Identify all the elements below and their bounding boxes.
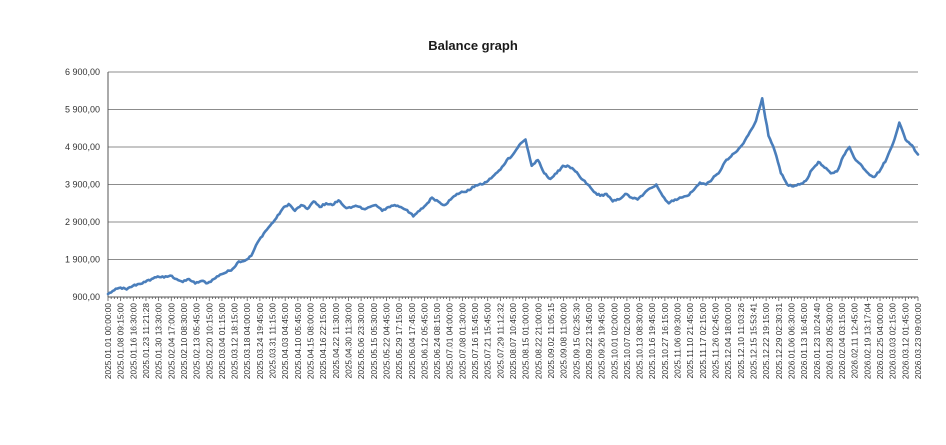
x-tick-label: 2025.02.10 08:30:00	[179, 303, 189, 380]
x-tick-label: 2025.06.24 08:15:00	[432, 303, 442, 380]
x-tick-label: 2025.02.13 05:45:00	[192, 303, 202, 380]
x-tick-label: 2025.01.30 13:30:00	[154, 303, 164, 380]
y-tick-label: 6 900,00	[65, 67, 100, 77]
y-tick-label: 4 900,00	[65, 142, 100, 152]
balance-series-line	[106, 97, 920, 296]
x-tick-label: 2025.04.22 11:30:00	[331, 303, 341, 379]
x-tick-label: 2025.02.20 10:15:00	[204, 303, 214, 380]
x-tick-label: 2025.12.22 19:15:00	[761, 303, 771, 380]
x-tick-label: 2025.05.29 17:15:00	[394, 303, 404, 380]
x-tick-label: 2025.09.08 11:00:00	[559, 303, 569, 379]
x-tick-label: 2025.08.22 21:00:00	[533, 303, 543, 380]
x-tick-label: 2025.08.15 01:00:00	[521, 303, 531, 380]
x-tick-label: 2026.02.04 03:15:00	[837, 303, 847, 380]
x-tick-label: 2025.03.04 01:15:00	[217, 303, 227, 380]
x-tick-label: 2025.12.04 18:00:00	[723, 303, 733, 380]
x-tick-label: 2025.12.10 11:03:26	[736, 303, 746, 379]
x-tick-label: 2025.11.06 09:30:00	[673, 303, 683, 379]
x-tick-label: 2026.01.23 10:24:40	[812, 303, 822, 380]
x-tick-label: 2025.03.31 11:15:00	[268, 303, 278, 379]
x-tick-label: 2025.11.17 02:15:00	[698, 303, 708, 379]
x-tick-label: 2025.12.29 02:30:31	[774, 303, 784, 380]
x-tick-label: 2025.04.03 04:45:00	[280, 303, 290, 380]
x-tick-label: 2025.11.26 02:45:00	[711, 303, 721, 379]
axes	[107, 72, 919, 301]
x-tick-label: 2025.01.16 16:30:00	[128, 303, 138, 380]
x-tick-label: 2025.09.15 02:35:30	[571, 303, 581, 380]
y-tick-label: 1 900,00	[65, 255, 100, 265]
x-tick-label: 2026.02.19 13:17:04	[862, 303, 872, 380]
x-tick-label: 2025.12.15 15:53:41	[748, 303, 758, 380]
x-tick-label: 2025.03.12 18:15:00	[230, 303, 240, 380]
x-tick-label: 2026.01.06 06:30:00	[786, 303, 796, 380]
x-tick-label: 2025.09.26 19:45:00	[597, 303, 607, 380]
x-tick-label: 2025.09.02 11:05:15	[546, 303, 556, 379]
x-tick-label: 2025.06.04 17:45:00	[407, 303, 417, 380]
x-tick-label: 2025.01.08 09:15:00	[116, 303, 126, 380]
x-tick-label: 2025.09.22 13:45:00	[584, 303, 594, 380]
x-tick-label: 2025.03.24 19:45:00	[255, 303, 265, 380]
y-tick-label: 2 900,00	[65, 217, 100, 227]
x-tick-label: 2025.02.04 17:00:00	[166, 303, 176, 380]
x-tick-label: 2025.04.16 22:15:00	[318, 303, 328, 380]
x-tick-label: 2025.01.01 00:00:00	[103, 303, 113, 380]
x-tick-label: 2025.07.01 04:00:00	[445, 303, 455, 380]
x-tick-label: 2025.03.18 04:00:00	[242, 303, 252, 380]
x-tick-label: 2025.07.21 15:45:00	[483, 303, 493, 380]
x-tick-label: 2025.07.16 15:45:00	[470, 303, 480, 380]
x-tick-label: 2026.01.13 16:45:00	[799, 303, 809, 380]
x-tick-label: 2026.01.28 05:30:00	[824, 303, 834, 380]
x-tick-label: 2026.03.12 01:45:00	[900, 303, 910, 380]
x-tick-label: 2025.07.08 01:30:00	[457, 303, 467, 380]
x-tick-label: 2026.02.25 04:00:00	[875, 303, 885, 380]
x-tick-label: 2025.05.22 04:45:00	[381, 303, 391, 380]
x-tick-label: 2025.04.10 05:45:00	[293, 303, 303, 380]
x-tick-label: 2025.10.07 02:00:00	[622, 303, 632, 380]
x-tick-label: 2025.10.01 02:00:00	[609, 303, 619, 380]
x-tick-label: 2025.10.16 19:45:00	[647, 303, 657, 380]
y-tick-label: 5 900,00	[65, 105, 100, 115]
x-tick-label: 2026.03.23 09:00:00	[913, 303, 923, 380]
x-tick-label: 2025.10.13 08:30:00	[635, 303, 645, 380]
x-tick-label: 2025.06.12 05:45:00	[419, 303, 429, 380]
chart-title: Balance graph	[428, 38, 518, 53]
x-tick-label: 2025.07.29 11:12:32	[495, 303, 505, 379]
y-axis-tick-labels: 900,00 1 900,00 2 900,00 3 900,00 4 900,00 5 …	[65, 67, 100, 302]
x-axis-tick-labels: 2025.01.01 00:00:00 2025.01.08 09:15:00 20…	[103, 303, 923, 380]
x-tick-label: 2025.05.15 05:30:00	[369, 303, 379, 380]
y-tick-label: 3 900,00	[65, 180, 100, 190]
x-tick-label: 2025.04.15 08:00:00	[306, 303, 316, 380]
x-tick-label: 2025.10.27 16:15:00	[660, 303, 670, 380]
x-tick-label: 2025.05.06 23:30:00	[356, 303, 366, 380]
x-tick-label: 2026.03.03 02:15:00	[888, 303, 898, 380]
x-tick-label: 2026.02.11 12:45:00	[850, 303, 860, 379]
x-tick-label: 2025.08.07 10:45:00	[508, 303, 518, 380]
x-tick-label: 2025.01.23 11:21:28	[141, 303, 151, 379]
x-tick-label: 2025.11.10 21:45:00	[685, 303, 695, 379]
y-tick-label: 900,00	[72, 292, 100, 302]
x-tick-label: 2025.04.30 11:30:00	[343, 303, 353, 379]
